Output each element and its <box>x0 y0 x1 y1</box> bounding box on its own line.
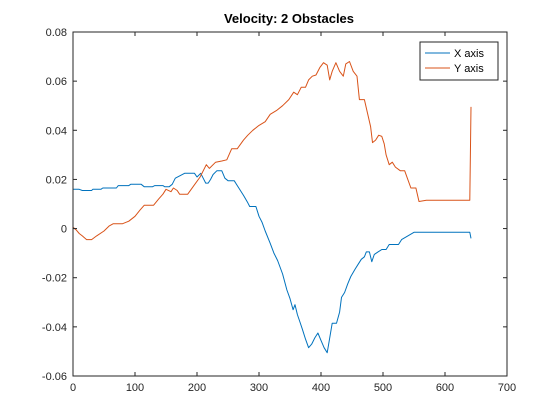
y-tick-label: -0.04 <box>42 322 67 334</box>
chart-title: Velocity: 2 Obstacles <box>224 11 354 26</box>
y-tick-label: 0 <box>61 224 67 236</box>
x-tick-label: 400 <box>312 382 330 394</box>
y-tick-label: 0.04 <box>46 125 67 137</box>
x-tick-label: 600 <box>436 382 454 394</box>
x-tick-label: 100 <box>126 382 144 394</box>
series-line-y-axis <box>72 61 472 241</box>
x-tick-label: 0 <box>70 382 76 394</box>
legend-label: X axis <box>454 48 484 60</box>
plot-area-frame <box>72 31 508 377</box>
x-tick-label: 700 <box>498 382 516 394</box>
y-tick-label: -0.02 <box>42 273 67 285</box>
x-tick-label: 200 <box>188 382 206 394</box>
y-tick-label: 0.02 <box>46 174 67 186</box>
y-tick-label: -0.06 <box>42 371 67 383</box>
x-tick-label: 300 <box>250 382 268 394</box>
legend: X axis Y axis <box>419 41 499 81</box>
legend-box <box>419 41 499 81</box>
y-tick-label: 0.08 <box>46 27 67 39</box>
legend-label: Y axis <box>454 63 484 75</box>
x-tick-label: 500 <box>374 382 392 394</box>
series-line-x-axis <box>73 170 472 354</box>
series-layer <box>72 61 472 354</box>
y-tick-label: 0.06 <box>46 76 67 88</box>
axes-layer: 0 100 200 300 400 500 600 700 -0.06 -0.04 -0.02 0 0.… <box>42 27 516 394</box>
